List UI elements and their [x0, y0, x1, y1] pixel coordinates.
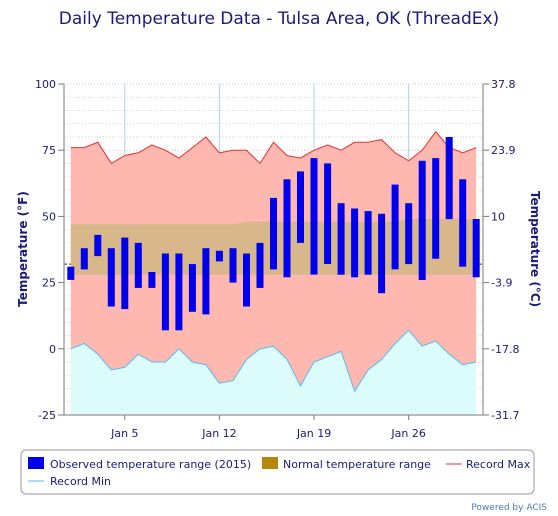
record-max-line [70, 130, 477, 165]
y-tick-label-right: -31.7 [491, 409, 519, 422]
observed-bar [215, 250, 223, 262]
observed-bar [188, 264, 196, 312]
observed-bar [472, 219, 480, 278]
observed-bar [67, 266, 75, 280]
legend-normal-label[interactable]: Normal temperature range [283, 458, 431, 471]
y-tick-label-right: -17.8 [491, 343, 519, 356]
observed-bar [418, 160, 426, 280]
legend-normal-swatch [262, 457, 278, 469]
observed-bar [161, 253, 169, 331]
x-tick-label: Jan 5 [110, 427, 138, 440]
legend: Observed temperature range (2015) Normal… [20, 449, 535, 495]
observed-bar [445, 137, 453, 220]
observed-bar [202, 248, 210, 315]
observed-bar [432, 158, 440, 259]
x-tick-label: Jan 12 [201, 427, 236, 440]
observed-bar [324, 163, 332, 264]
observed-bars [67, 137, 480, 331]
record-min-fill [70, 330, 477, 415]
observed-bar [134, 242, 142, 288]
observed-bar [337, 203, 345, 275]
observed-bar [351, 208, 359, 278]
observed-bar [391, 184, 399, 270]
observed-bar [80, 248, 88, 270]
y-tick-label-right: 10 [491, 210, 505, 223]
x-tick-label: Jan 19 [296, 427, 331, 440]
y-tick-label-left: 75 [42, 144, 56, 157]
observed-bar [364, 211, 372, 275]
observed-bar [459, 179, 467, 267]
y-tick-label-right: -3.9 [491, 277, 512, 290]
observed-bar [148, 272, 156, 288]
y-tick-label-left: 25 [42, 277, 56, 290]
observed-bar [175, 253, 183, 331]
observed-bar [378, 213, 386, 294]
x-tick-label: Jan 26 [390, 427, 425, 440]
y-axis-label-left: Temperature (°F) [16, 191, 30, 307]
y-tick-label-right: 37.8 [491, 78, 516, 91]
powered-by-credit[interactable]: Powered by ACIS [471, 503, 547, 513]
observed-bar [283, 179, 291, 278]
y-tick-label-left: 0 [49, 343, 56, 356]
y-tick-label-left: -25 [38, 409, 56, 422]
record-min-line [70, 329, 477, 393]
legend-observed-label[interactable]: Observed temperature range (2015) [50, 458, 251, 471]
legend-observed-swatch [28, 457, 44, 469]
observed-bar [297, 171, 304, 243]
observed-bar [270, 197, 277, 270]
y-tick-label-left: 50 [42, 210, 56, 223]
axes: -25 0 25 50 75 100 -31.7 -17.8 -3.9 10 23.9 37.8 Jan… [35, 78, 519, 440]
observed-bar [94, 234, 102, 257]
chart-title: Daily Temperature Data - Tulsa Area, OK … [59, 9, 499, 29]
y-tick-label-right: 23.9 [491, 144, 516, 157]
observed-bar [256, 242, 264, 288]
observed-bar [107, 248, 115, 307]
y-tick-label-left: 100 [35, 78, 56, 91]
legend-record-max-label[interactable]: Record Max [466, 458, 531, 471]
observed-bar [229, 248, 237, 283]
legend-box [20, 449, 535, 495]
y-axis-label-right: Temperature (°C) [528, 191, 542, 307]
observed-bar [310, 158, 318, 275]
observed-bar [243, 253, 250, 307]
observed-bar [121, 237, 129, 310]
legend-record-min-label[interactable]: Record Min [50, 475, 111, 488]
observed-bar [405, 203, 413, 265]
